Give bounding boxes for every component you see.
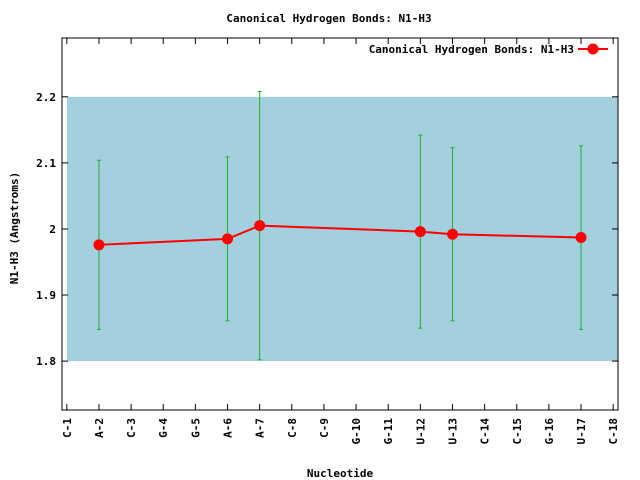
data-point xyxy=(446,228,458,240)
x-tick-label: G-10 xyxy=(350,418,363,445)
y-tick-label: 1.8 xyxy=(36,355,56,368)
x-tick-label: U-17 xyxy=(575,418,588,445)
x-tick-label: A-2 xyxy=(93,418,106,438)
data-point xyxy=(414,226,426,238)
x-tick-label: C-1 xyxy=(61,418,74,438)
x-tick-label: G-16 xyxy=(543,418,556,445)
x-tick-label: G-5 xyxy=(189,418,202,438)
legend-label: Canonical Hydrogen Bonds: N1-H3 xyxy=(369,43,574,56)
chart-title: Canonical Hydrogen Bonds: N1-H3 xyxy=(226,12,431,25)
data-point xyxy=(575,232,587,244)
x-tick-label: G-11 xyxy=(382,418,395,445)
data-point xyxy=(254,220,266,232)
plot-frame xyxy=(61,37,619,411)
x-tick-label: A-7 xyxy=(254,418,267,438)
x-tick-label: C-15 xyxy=(511,418,524,445)
x-axis-label: Nucleotide xyxy=(307,467,374,480)
y-axis-label: N1-H3 (Angstroms) xyxy=(8,172,21,285)
x-tick-label: C-14 xyxy=(479,418,492,445)
y-tick-label: 2.2 xyxy=(36,91,56,104)
y-tick-label: 2 xyxy=(49,223,56,236)
legend-marker xyxy=(587,43,599,55)
data-point xyxy=(222,233,234,245)
y-tick-label: 1.9 xyxy=(36,289,56,302)
x-tick-label: A-6 xyxy=(222,418,235,438)
data-point xyxy=(93,239,105,251)
x-tick-label: C-3 xyxy=(125,418,138,438)
x-tick-label: U-13 xyxy=(446,418,459,445)
y-tick-label: 2.1 xyxy=(36,157,56,170)
data-line xyxy=(98,224,582,246)
x-tick-label: C-18 xyxy=(607,418,620,445)
x-tick-label: C-8 xyxy=(286,418,299,438)
x-tick-label: C-9 xyxy=(318,418,331,438)
x-tick-label: U-12 xyxy=(414,418,427,445)
x-tick-label: G-4 xyxy=(157,418,170,438)
